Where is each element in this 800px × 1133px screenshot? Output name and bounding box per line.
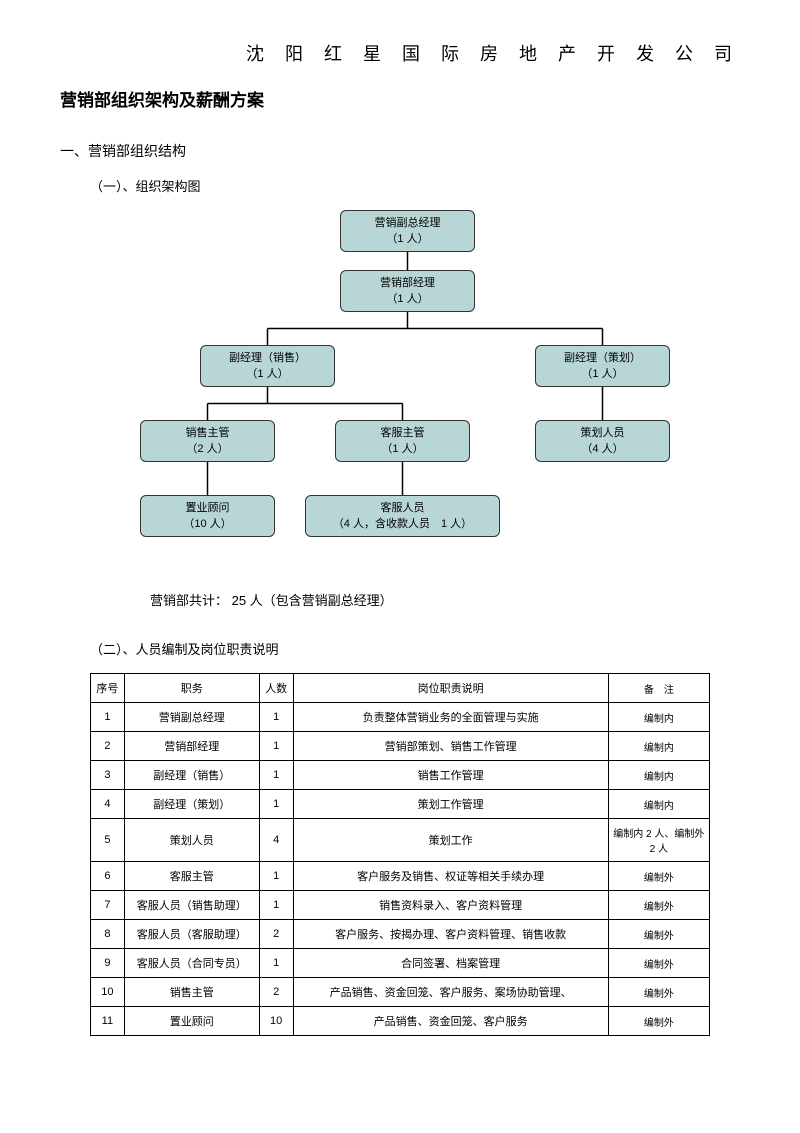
org-node-n6: 客服主管（1 人） [335,420,470,462]
cell-note: 编制内 [608,703,709,732]
org-node-n8: 置业顾问（10 人） [140,495,275,537]
cell-note: 编制外 [608,862,709,891]
cell-seq: 11 [91,1007,125,1036]
table-row: 11置业顾问10产品销售、资金回笼、客户服务编制外 [91,1007,710,1036]
cell-note: 编制内 [608,790,709,819]
cell-note: 编制内 [608,732,709,761]
org-node-n4: 副经理（策划）（1 人） [535,345,670,387]
org-chart-total: 营销部共计： 25 人（包含营销副总经理） [150,590,740,609]
cell-cnt: 1 [259,949,293,978]
cell-pos: 客服人员（销售助理） [124,891,259,920]
th-pos: 职务 [124,674,259,703]
doc-subtitle: 营销部组织架构及薪酬方案 [60,86,740,111]
cell-cnt: 1 [259,761,293,790]
org-node-n1: 营销副总经理（1 人） [340,210,475,252]
cell-seq: 4 [91,790,125,819]
cell-pos: 客服人员（合同专员） [124,949,259,978]
cell-pos: 客服人员（客服助理） [124,920,259,949]
cell-note: 编制外 [608,949,709,978]
cell-desc: 销售工作管理 [293,761,608,790]
cell-cnt: 2 [259,920,293,949]
cell-cnt: 10 [259,1007,293,1036]
cell-seq: 6 [91,862,125,891]
table-row: 9客服人员（合同专员）1合同签署、档案管理编制外 [91,949,710,978]
cell-cnt: 1 [259,703,293,732]
cell-cnt: 1 [259,891,293,920]
org-node-n3: 副经理（销售）（1 人） [200,345,335,387]
cell-cnt: 2 [259,978,293,1007]
table-row: 1营销副总经理1负责整体营销业务的全面管理与实施编制内 [91,703,710,732]
cell-seq: 5 [91,819,125,862]
cell-seq: 2 [91,732,125,761]
cell-note: 编制内 2 人、编制外 2 人 [608,819,709,862]
cell-desc: 负责整体营销业务的全面管理与实施 [293,703,608,732]
table-row: 8客服人员（客服助理）2客户服务、按揭办理、客户资料管理、销售收款编制外 [91,920,710,949]
table-header-row: 序号 职务 人数 岗位职责说明 备 注 [91,674,710,703]
cell-pos: 置业顾问 [124,1007,259,1036]
cell-seq: 10 [91,978,125,1007]
cell-pos: 副经理（销售） [124,761,259,790]
cell-seq: 8 [91,920,125,949]
cell-note: 编制外 [608,978,709,1007]
cell-note: 编制外 [608,920,709,949]
cell-desc: 策划工作 [293,819,608,862]
cell-note: 编制外 [608,1007,709,1036]
table-row: 10销售主管2产品销售、资金回笼、客户服务、案场协助管理、编制外 [91,978,710,1007]
cell-pos: 营销副总经理 [124,703,259,732]
cell-pos: 销售主管 [124,978,259,1007]
cell-cnt: 1 [259,862,293,891]
cell-desc: 产品销售、资金回笼、客户服务、案场协助管理、 [293,978,608,1007]
table-row: 6客服主管1客户服务及销售、权证等相关手续办理编制外 [91,862,710,891]
table-row: 5策划人员4策划工作编制内 2 人、编制外 2 人 [91,819,710,862]
section-1-1-heading: （一）、组织架构图 [90,176,740,195]
cell-pos: 策划人员 [124,819,259,862]
org-node-n7: 策划人员（4 人） [535,420,670,462]
table-row: 4副经理（策划）1策划工作管理编制内 [91,790,710,819]
cell-desc: 营销部策划、销售工作管理 [293,732,608,761]
table-row: 2营销部经理1营销部策划、销售工作管理编制内 [91,732,710,761]
cell-seq: 9 [91,949,125,978]
cell-desc: 产品销售、资金回笼、客户服务 [293,1007,608,1036]
th-note: 备 注 [608,674,709,703]
company-name: 沈 阳 红 星 国 际 房 地 产 开 发 公 司 [60,40,740,66]
org-node-n5: 销售主管（2 人） [140,420,275,462]
cell-seq: 3 [91,761,125,790]
org-node-n9: 客服人员（4 人，含收款人员 1 人） [305,495,500,537]
cell-cnt: 1 [259,790,293,819]
table-body: 1营销副总经理1负责整体营销业务的全面管理与实施编制内2营销部经理1营销部策划、… [91,703,710,1036]
staff-table: 序号 职务 人数 岗位职责说明 备 注 1营销副总经理1负责整体营销业务的全面管… [90,673,710,1036]
cell-note: 编制外 [608,891,709,920]
cell-cnt: 1 [259,732,293,761]
cell-desc: 策划工作管理 [293,790,608,819]
th-seq: 序号 [91,674,125,703]
section-1-2-heading: （二）、人员编制及岗位职责说明 [90,639,740,658]
cell-cnt: 4 [259,819,293,862]
cell-seq: 7 [91,891,125,920]
cell-pos: 营销部经理 [124,732,259,761]
table-row: 3副经理（销售）1销售工作管理编制内 [91,761,710,790]
cell-pos: 副经理（策划） [124,790,259,819]
cell-desc: 合同签署、档案管理 [293,949,608,978]
section-1-heading: 一、营销部组织结构 [60,141,740,161]
cell-desc: 客户服务及销售、权证等相关手续办理 [293,862,608,891]
th-cnt: 人数 [259,674,293,703]
table-row: 7客服人员（销售助理）1销售资料录入、客户资料管理编制外 [91,891,710,920]
cell-desc: 销售资料录入、客户资料管理 [293,891,608,920]
cell-seq: 1 [91,703,125,732]
th-desc: 岗位职责说明 [293,674,608,703]
cell-pos: 客服主管 [124,862,259,891]
org-node-n2: 营销部经理（1 人） [340,270,475,312]
org-chart: 营销副总经理（1 人） 营销部经理（1 人）副经理（销售）（1 人） 副经理（策划）… [80,210,720,580]
cell-note: 编制内 [608,761,709,790]
cell-desc: 客户服务、按揭办理、客户资料管理、销售收款 [293,920,608,949]
